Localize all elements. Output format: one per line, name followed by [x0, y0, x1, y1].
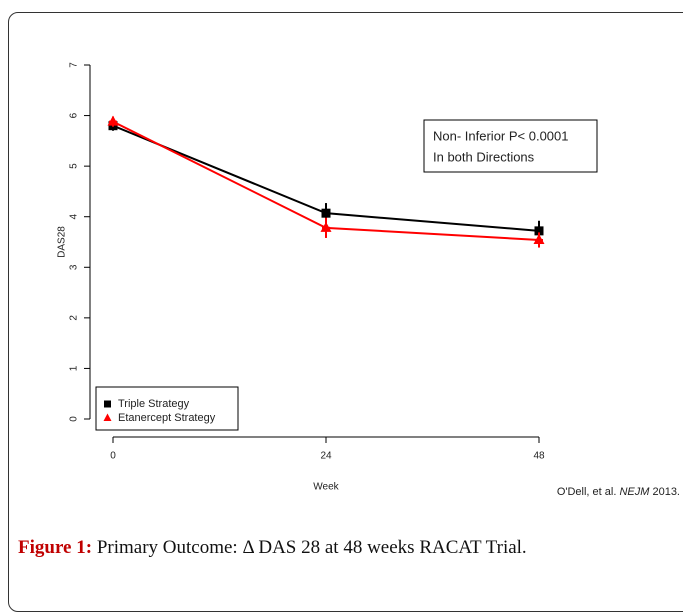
source-journal: NEJM — [619, 486, 650, 498]
x-tick-label: 48 — [533, 451, 545, 462]
source-year: 2013. — [649, 486, 680, 498]
x-axis-label: Week — [313, 482, 339, 493]
y-tick-label: 3 — [69, 264, 80, 270]
caption: Figure 1: Primary Outcome: Δ DAS 28 at 4… — [18, 537, 527, 559]
legend-box — [95, 386, 239, 431]
source: O'Dell, et al. NEJM 2013. — [557, 486, 680, 498]
x-tick-label: 24 — [320, 451, 332, 462]
caption-text: Primary Outcome: Δ DAS 28 at 48 weeks RA… — [92, 537, 527, 558]
y-tick-label: 4 — [69, 213, 80, 219]
y-tick-label: 2 — [69, 315, 80, 321]
x-tick-label: 0 — [110, 451, 116, 462]
legend-label: Etanercept Strategy — [118, 412, 216, 424]
marker — [533, 233, 545, 244]
caption-label: Figure 1: — [18, 537, 93, 558]
marker — [534, 226, 544, 236]
y-tick-label: 1 — [69, 365, 80, 371]
annotation: Non- Inferior P< 0.0001 — [433, 128, 569, 143]
marker — [320, 221, 332, 232]
annotation: In both Directions — [433, 149, 535, 164]
y-axis-label: DAS28 — [57, 226, 68, 258]
y-tick-label: 6 — [69, 112, 80, 118]
chart: Week DAS28 Non- Inferior P< 0.0001 In bo… — [57, 62, 680, 498]
y-tick-label: 0 — [69, 416, 80, 422]
source-author: O'Dell, et al. — [557, 486, 620, 498]
y-tick-label: 5 — [69, 163, 80, 169]
legend-marker — [104, 400, 111, 408]
legend-marker — [103, 413, 112, 421]
marker — [321, 208, 331, 218]
marker — [107, 115, 119, 126]
y-tick-label: 7 — [69, 62, 80, 68]
annotation-box — [423, 119, 598, 173]
legend-label: Triple Strategy — [118, 398, 190, 410]
